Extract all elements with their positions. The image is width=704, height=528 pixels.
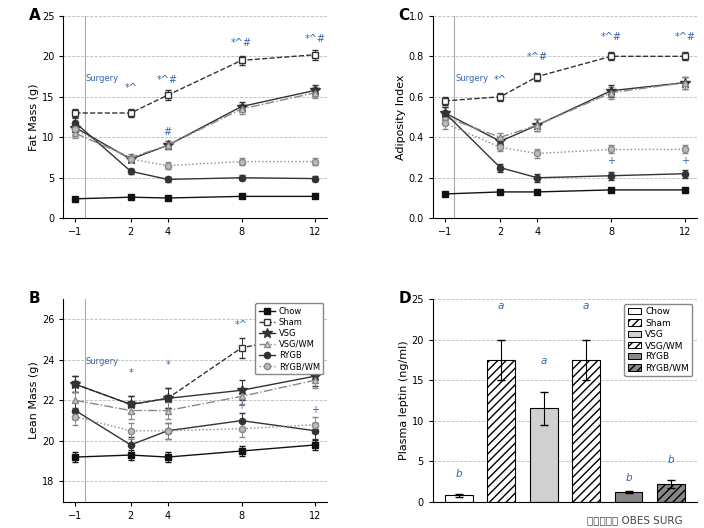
Text: A: A [29, 8, 41, 23]
Bar [572, 360, 600, 502]
Text: +: + [237, 401, 246, 411]
Text: *: * [128, 368, 133, 378]
Text: B: B [29, 291, 41, 306]
Text: +: + [311, 404, 320, 414]
Text: *^#: *^# [157, 74, 178, 84]
Text: a: a [583, 301, 589, 312]
Text: *^#: *^# [674, 32, 696, 42]
Y-axis label: Lean Mass (g): Lean Mass (g) [29, 362, 39, 439]
Text: *^: *^ [125, 83, 137, 93]
Text: *: * [165, 360, 170, 370]
Bar [445, 495, 472, 502]
Y-axis label: Plasma leptin (ng/ml): Plasma leptin (ng/ml) [398, 341, 408, 460]
Text: *^#: *^# [601, 32, 622, 42]
Text: b: b [455, 469, 462, 479]
Text: 图片来源： OBES SURG: 图片来源： OBES SURG [587, 515, 683, 525]
Text: +: + [681, 156, 689, 166]
Text: b: b [625, 473, 632, 483]
Text: Surgery: Surgery [85, 357, 119, 366]
Text: Surgery: Surgery [85, 73, 119, 82]
Text: a: a [541, 356, 547, 366]
Bar [658, 484, 685, 502]
Legend: Chow, Sham, VSG, VSG/WM, RYGB, RYGB/WM: Chow, Sham, VSG, VSG/WM, RYGB, RYGB/WM [624, 304, 693, 376]
Y-axis label: Fat Mass (g): Fat Mass (g) [29, 83, 39, 151]
Text: +: + [607, 156, 615, 166]
Bar [615, 492, 643, 502]
Text: Surgery: Surgery [455, 73, 489, 82]
Text: #: # [163, 127, 172, 137]
Text: *^#: *^# [305, 34, 326, 44]
Text: *^: *^ [309, 304, 322, 313]
Text: a: a [498, 301, 505, 312]
Bar [487, 360, 515, 502]
Bar [530, 409, 558, 502]
Text: *^#: *^# [527, 52, 548, 62]
Y-axis label: Adiposity Index: Adiposity Index [396, 74, 406, 160]
Text: *^#: *^# [231, 38, 252, 48]
Text: *^: *^ [235, 319, 248, 329]
Legend: Chow, Sham, VSG, VSG/WM, RYGB, RYGB/WM: Chow, Sham, VSG, VSG/WM, RYGB, RYGB/WM [256, 304, 323, 374]
Text: *^: *^ [494, 74, 507, 84]
Text: b: b [668, 455, 674, 465]
Text: D: D [398, 291, 411, 306]
Text: C: C [398, 8, 410, 23]
